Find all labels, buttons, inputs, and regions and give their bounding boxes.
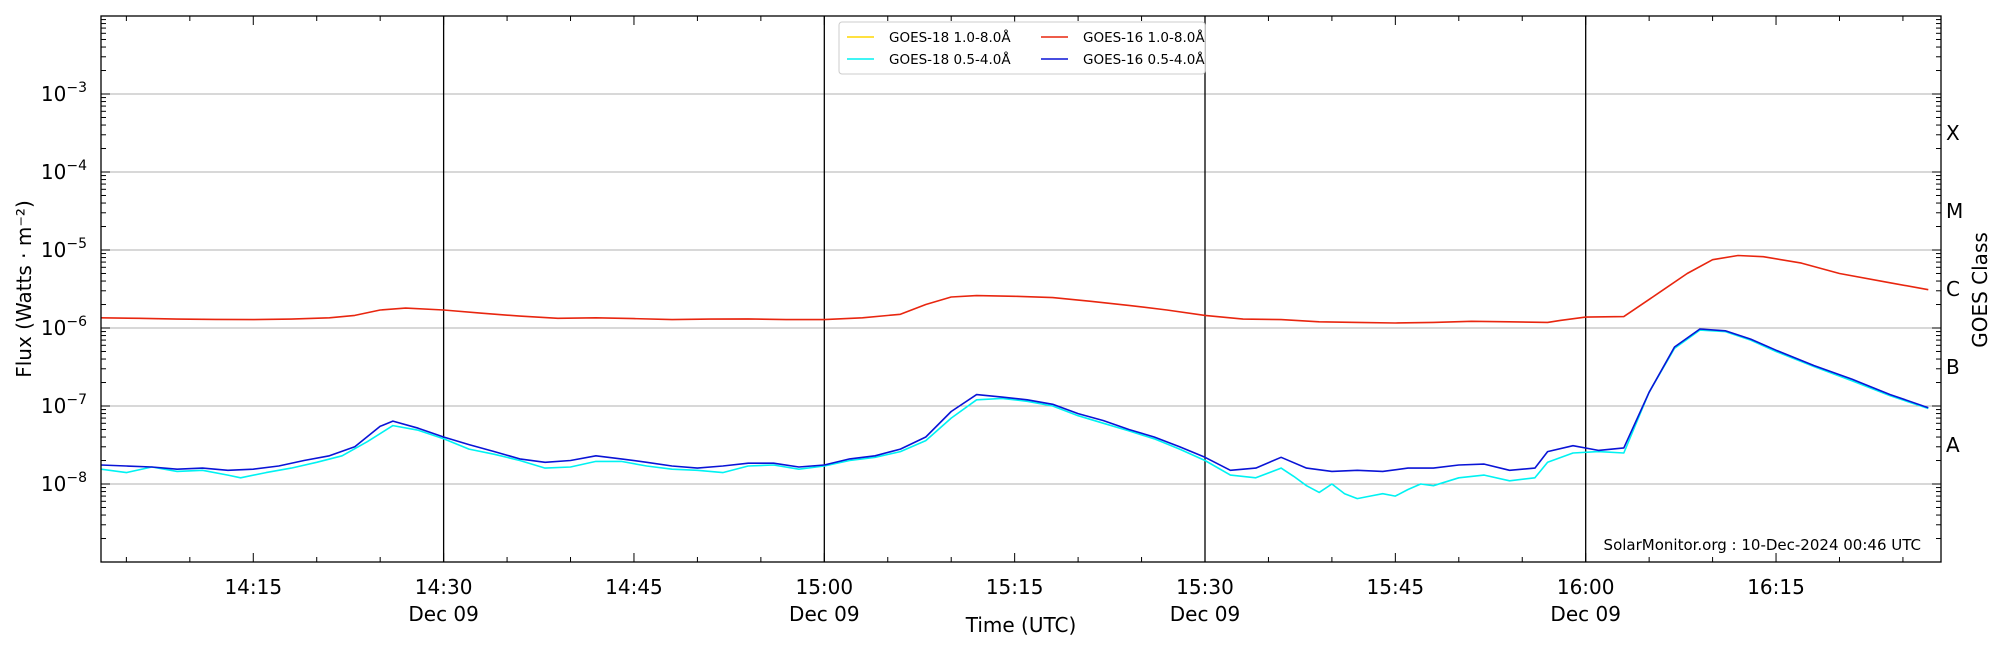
y-tick-label: 10−7 <box>41 392 87 418</box>
y-tick-base: 10 <box>41 160 66 184</box>
x-tick-label: 14:30 <box>415 575 473 599</box>
x-tick-label: 15:30 <box>1176 575 1234 599</box>
y-tick-exponent: −5 <box>66 236 87 252</box>
goes-class-label: X <box>1946 121 1960 145</box>
series-line-2 <box>101 329 1929 500</box>
y-axis-title: Flux (Watts · m⁻²) <box>12 200 36 378</box>
x-tick-label: 16:00 <box>1557 575 1615 599</box>
goes-class-label: C <box>1946 277 1960 301</box>
x-tick-label: 15:45 <box>1367 575 1425 599</box>
y-tick-label: 10−8 <box>41 470 87 496</box>
legend-entry-label: GOES-18 0.5-4.0Å <box>889 51 1011 68</box>
y-tick-base: 10 <box>41 238 66 262</box>
legend-box <box>838 21 1206 75</box>
y-tick-exponent: −7 <box>66 392 87 408</box>
goes-class-axis-title: GOES Class <box>1968 232 1992 348</box>
y-tick-exponent: −6 <box>66 314 87 330</box>
credit-text: SolarMonitor.org : 10-Dec-2024 00:46 UTC <box>1604 536 1921 554</box>
y-tick-exponent: −3 <box>66 80 87 96</box>
x-tick-date-label: Dec 09 <box>408 602 479 626</box>
y-tick-exponent: −8 <box>66 470 87 486</box>
goes-class-label: B <box>1946 355 1960 379</box>
series-group <box>101 254 1929 500</box>
x-axis-title: Time (UTC) <box>965 613 1077 637</box>
legend-entry-label: GOES-16 1.0-8.0Å <box>1083 29 1205 46</box>
y-tick-label: 10−5 <box>41 236 87 262</box>
legend-entry-label: GOES-16 0.5-4.0Å <box>1083 51 1205 68</box>
y-tick-base: 10 <box>41 472 66 496</box>
x-tick-date-label: Dec 09 <box>1550 602 1621 626</box>
series-line-1 <box>101 254 1929 324</box>
y-tick-base: 10 <box>41 394 66 418</box>
x-tick-label: 15:00 <box>795 575 853 599</box>
legend-entry-label: GOES-18 1.0-8.0Å <box>889 29 1011 46</box>
y-tick-label: 10−4 <box>41 158 87 184</box>
x-tick-label: 14:15 <box>224 575 282 599</box>
series-line-3 <box>101 328 1929 473</box>
x-tick-date-label: Dec 09 <box>1170 602 1241 626</box>
x-tick-date-label: Dec 09 <box>789 602 860 626</box>
goes-class-label: A <box>1946 433 1960 457</box>
x-tick-label: 16:15 <box>1747 575 1805 599</box>
y-tick-exponent: −4 <box>66 158 87 174</box>
y-tick-label: 10−3 <box>41 80 87 106</box>
goes-class-label: M <box>1946 199 1963 223</box>
plot-frame <box>100 15 1942 563</box>
y-tick-base: 10 <box>41 316 66 340</box>
x-tick-label: 15:15 <box>986 575 1044 599</box>
y-tick-label: 10−6 <box>41 314 87 340</box>
y-tick-base: 10 <box>41 82 66 106</box>
x-tick-label: 14:45 <box>605 575 663 599</box>
